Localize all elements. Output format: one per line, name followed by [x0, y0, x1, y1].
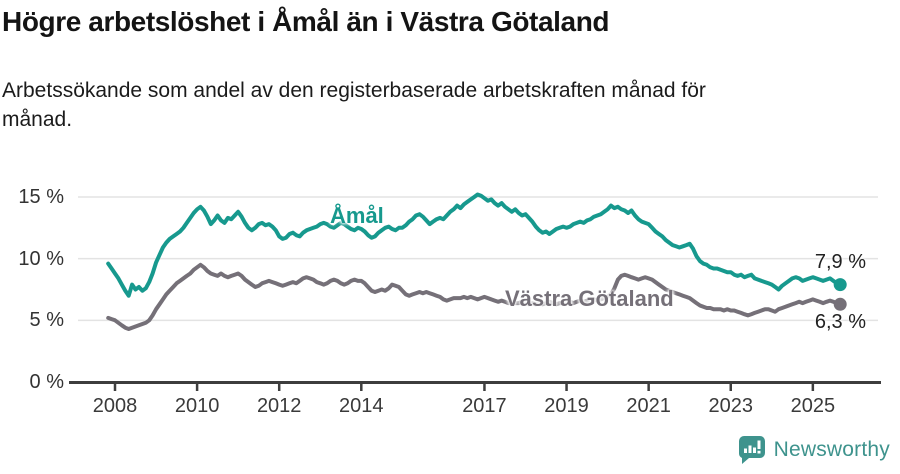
- x-axis-tick-label: 2014: [339, 395, 384, 417]
- chart-subtitle-line2: månad.: [2, 108, 73, 131]
- chart-title: Högre arbetslöshet i Åmål än i Västra Gö…: [2, 6, 610, 37]
- end-value-label-vastra-gotaland: 6,3 %: [814, 311, 866, 333]
- x-axis-tick-label: 2017: [462, 395, 507, 417]
- newsworthy-logo-text: Newsworthy: [773, 438, 890, 461]
- chart-subtitle-line1: Arbetssökande som andel av den registerb…: [2, 79, 706, 102]
- y-axis-tick-label: 5 %: [29, 309, 64, 332]
- end-value-label-amal: 7,9 %: [814, 251, 866, 273]
- chart-subtitle: Arbetssökande som andel av den registerb…: [2, 76, 858, 134]
- y-axis-tick-label: 15 %: [18, 185, 64, 208]
- x-axis-tick-label: 2025: [790, 395, 836, 417]
- x-axis-tick-label: 2019: [544, 395, 589, 417]
- x-axis-tick-label: 2008: [92, 395, 138, 417]
- x-axis-tick-label: 2021: [626, 395, 671, 417]
- newsworthy-bubble-chart-icon: [738, 435, 765, 464]
- y-axis-tick-label: 0 %: [29, 371, 64, 393]
- x-axis-tick-label: 2012: [256, 395, 302, 417]
- x-axis-tick-label: 2010: [174, 395, 220, 417]
- y-axis-tick-label: 10 %: [18, 247, 64, 270]
- series-label-vastra-gotaland: Västra Götaland: [505, 286, 674, 311]
- x-axis-tick-label: 2023: [708, 395, 754, 417]
- newsworthy-logo: Newsworthy: [738, 435, 890, 464]
- series-label-amal: Åmål: [330, 203, 384, 228]
